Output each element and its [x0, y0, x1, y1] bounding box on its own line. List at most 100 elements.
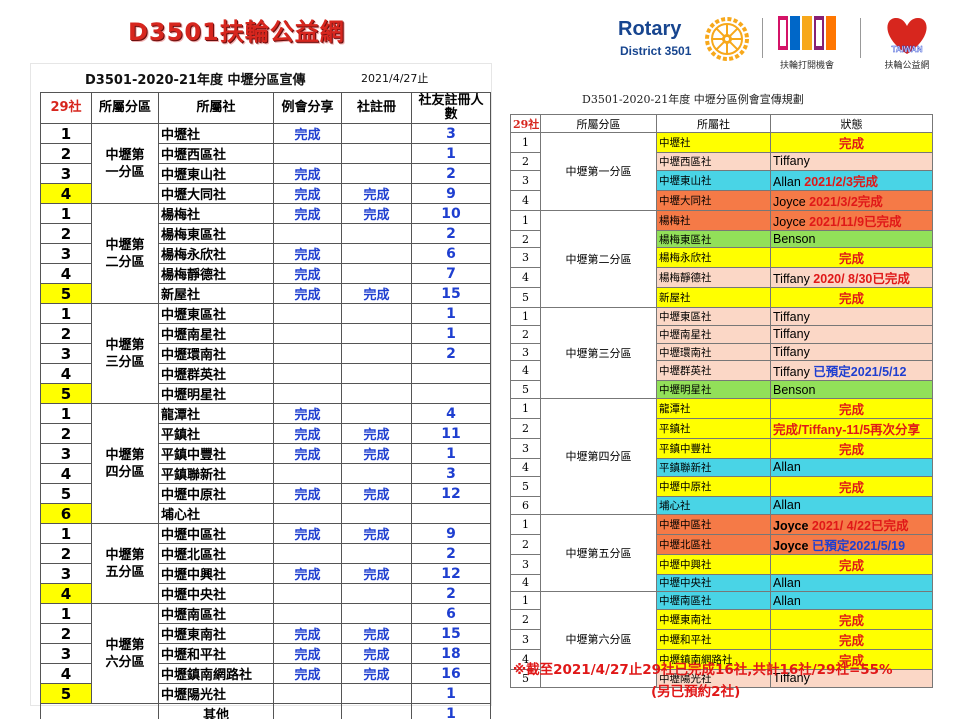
rt-status-cell: Allan — [770, 591, 933, 610]
share-status: 完成 — [273, 283, 342, 304]
rt-club-name: 中壢東區社 — [656, 307, 771, 327]
left-summary-panel: D3501-2020-21年度 中壢分區宣傳 2021/4/27止 29社 所屬… — [30, 63, 492, 719]
summary-row: 1 中壢第 二分區 楊梅社 完成 完成 10 — [40, 203, 491, 304]
rt-row-number: 1 — [510, 307, 541, 327]
row-number: 2 — [40, 223, 92, 244]
rt-row-number: 2 — [510, 533, 541, 555]
row-number: 3 — [40, 443, 92, 464]
header-district: 所屬分區 — [91, 92, 159, 124]
district-name: 中壢第 — [105, 337, 145, 353]
rt-status-cell: Joyce 2021/3/2完成 — [770, 189, 933, 211]
row-number: 4 — [40, 463, 92, 484]
rt-row-number: 1 — [510, 209, 541, 231]
summary-row: 2 中壢南星社 1 — [40, 323, 491, 344]
row-number: 5 — [40, 483, 92, 504]
member-count: 12 — [411, 483, 491, 504]
club-name: 中壢中區社 — [158, 523, 274, 544]
club-name: 中壢社 — [158, 123, 274, 144]
rt-status-text: 2021/3/2完成 — [809, 194, 883, 209]
register-status: 完成 — [341, 483, 412, 504]
other-row: 其他 1 — [40, 703, 491, 719]
schedule-row: 3 中壢環南社 Tiffany — [510, 342, 933, 362]
rt-status-cell: Tiffany — [770, 342, 933, 362]
club-name: 楊梅社 — [158, 203, 274, 224]
rt-status-cell: 完成 — [770, 553, 933, 575]
rt-row-number: 4 — [510, 267, 541, 289]
member-count: 1 — [411, 303, 491, 324]
rt-status-text: 完成/Tiffany- — [773, 423, 847, 438]
club-name: 中壢明星社 — [158, 383, 274, 404]
heart-label: 扶輪公益網 — [884, 61, 930, 71]
rt-club-name: 中壢鎮南網路社 — [656, 648, 771, 670]
row-number: 3 — [40, 343, 92, 364]
rt-row-number: 1 — [510, 513, 541, 535]
register-status — [341, 363, 412, 384]
share-status: 完成 — [273, 163, 342, 184]
register-status: 完成 — [341, 523, 412, 544]
rt-club-name: 中壢西區社 — [656, 152, 771, 171]
rt-status-text: Allan — [773, 174, 805, 189]
rt-club-name: 中壢北區社 — [656, 533, 771, 555]
club-name: 中壢群英社 — [158, 363, 274, 384]
rt-club-name: 中壢陽光社 — [656, 668, 771, 688]
rt-club-name: 中壢東山社 — [656, 169, 771, 191]
register-status — [341, 143, 412, 164]
rotary-wordmark: Rotary — [618, 18, 682, 40]
row-number: 2 — [40, 143, 92, 164]
row-number: 2 — [40, 623, 92, 644]
schedule-header-row: 29社 所屬分區 所屬社 狀態 — [510, 114, 933, 133]
rt-row-number: 2 — [510, 418, 541, 440]
register-status — [341, 583, 412, 604]
schedule-row: 4 中壢鎮南網路社 完成 — [510, 648, 933, 670]
rt-status-text: Joyce — [773, 538, 812, 553]
register-status — [341, 503, 412, 524]
district-name-suffix: 六分區 — [105, 654, 145, 670]
rt-status-cell: Tiffany — [770, 152, 933, 171]
share-status — [273, 223, 342, 244]
row-number: 3 — [40, 563, 92, 584]
register-status — [341, 303, 412, 324]
row-number: 4 — [40, 183, 92, 204]
rt-club-name: 中壢群英社 — [656, 360, 771, 382]
schedule-row: 3 平鎮中豐社 完成 — [510, 438, 933, 460]
club-name: 中壢東區社 — [158, 303, 274, 324]
summary-note-reserved: (另已預約2社) — [651, 684, 741, 700]
rt-status-text: 完成 — [838, 292, 864, 307]
summary-row: 1 中壢第 五分區 中壢中區社 完成 完成 9 — [40, 523, 491, 604]
rt-club-name: 平鎮中豐社 — [656, 438, 771, 460]
summary-row: 5 新屋社 完成 完成 15 — [40, 283, 491, 304]
district-name-suffix: 五分區 — [105, 564, 145, 580]
summary-row: 2 楊梅東區社 2 — [40, 223, 491, 244]
rt-status-cell: 完成 — [770, 132, 933, 153]
heart-icon: TAIWAN — [887, 18, 927, 54]
club-name: 新屋社 — [158, 283, 274, 304]
rt-status-text: Tiffany — [773, 154, 810, 169]
share-status: 完成 — [273, 243, 342, 264]
district-name: 中壢第 — [105, 447, 145, 463]
left-title-main: D3501-2020-21年度 中壢分區宣傳 — [85, 73, 306, 88]
rt-status-cell: Tiffany 2020/ 8/30已完成 — [770, 267, 933, 289]
member-count: 16 — [411, 663, 491, 684]
rt-status-cell: Tiffany — [770, 668, 933, 688]
schedule-row: 4 中壢中央社 Allan — [510, 573, 933, 593]
other-count: 1 — [411, 703, 491, 719]
rt-header-district: 所屬分區 — [540, 114, 657, 133]
member-count: 6 — [411, 603, 491, 624]
other-share-blank — [273, 703, 342, 719]
rt-district-cell: 中壢第六分區 — [540, 591, 657, 688]
summary-row: 3 中壢中興社 完成 完成 12 — [40, 563, 491, 584]
register-status: 完成 — [341, 283, 412, 304]
register-status — [341, 463, 412, 484]
row-number: 3 — [40, 643, 92, 664]
club-name: 楊梅東區社 — [158, 223, 274, 244]
share-status: 完成 — [273, 123, 342, 144]
row-number: 4 — [40, 583, 92, 604]
rt-status-text: 2021/ 4/22已完成 — [811, 518, 909, 533]
summary-note: ※截至2021/4/27止29社已完成16社,共計16社/29社=55% — [513, 662, 893, 678]
share-status — [273, 303, 342, 324]
member-count: 9 — [411, 523, 491, 544]
rt-status-text: 2020/ 8/30已完成 — [813, 272, 910, 287]
rotary-charity-logo: TAIWAN 扶輪公益網 — [872, 12, 942, 72]
rt-status-text: Benson — [773, 382, 816, 397]
rt-club-name: 中壢東南社 — [656, 608, 771, 630]
